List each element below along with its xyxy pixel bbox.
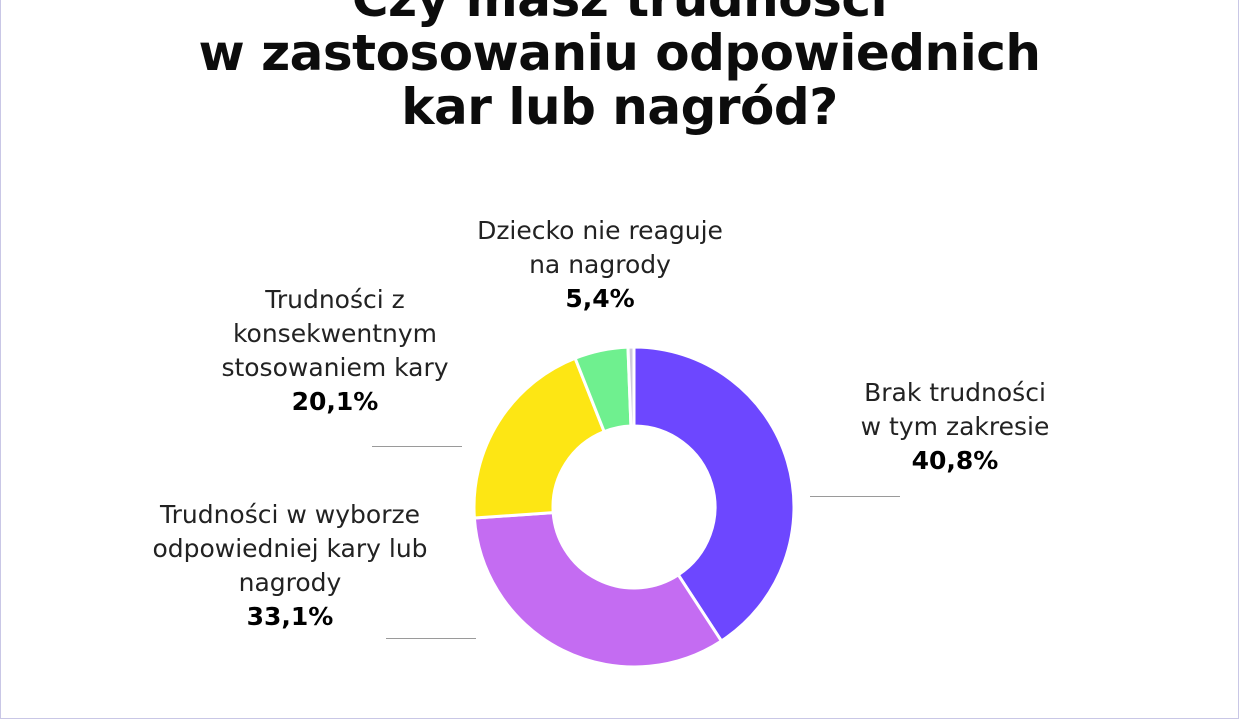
label-dziecko-line-1: Dziecko nie reaguje xyxy=(477,216,723,245)
label-wyborze: Trudności w wyborze odpowiedniej kary lu… xyxy=(130,498,450,634)
chart-title-line-2: w zastosowaniu odpowiednich xyxy=(198,24,1041,82)
label-dziecko-line-2: na nagrody xyxy=(529,250,671,279)
label-dziecko-value: 5,4% xyxy=(565,284,635,313)
label-wyborze-line-1: Trudności w wyborze xyxy=(160,500,420,529)
label-dziecko-nie-reaguje: Dziecko nie reaguje na nagrody 5,4% xyxy=(440,214,760,316)
chart-title-line-3: kar lub nagród? xyxy=(401,78,838,136)
donut-slice-2 xyxy=(472,356,607,520)
label-brak-line-1: Brak trudności xyxy=(864,378,1046,407)
label-konsekwentnym-line-1: Trudności z xyxy=(265,285,405,314)
label-wyborze-line-2: odpowiedniej kary lub xyxy=(152,534,428,563)
donut-slice-4 xyxy=(626,345,636,428)
leader-line-konsekwentnym xyxy=(372,446,462,447)
leader-line-wyborze xyxy=(386,638,476,639)
label-brak-line-2: w tym zakresie xyxy=(860,412,1050,441)
leader-line-brak xyxy=(810,496,900,497)
label-konsekwentnym-line-2: konsekwentnym xyxy=(232,319,438,348)
chart-title-line-1: Czy masz trudności xyxy=(0,0,1239,26)
label-konsekwentnym-line-3: stosowaniem kary xyxy=(221,353,449,382)
label-brak-value: 40,8% xyxy=(911,446,999,475)
donut-slice-0 xyxy=(632,345,796,644)
label-konsekwentnym: Trudności z konsekwentnym stosowaniem ka… xyxy=(185,283,485,419)
label-wyborze-line-3: nagrody xyxy=(238,568,342,597)
donut-slice-1 xyxy=(472,510,724,669)
label-konsekwentnym-value: 20,1% xyxy=(291,387,379,416)
label-brak-trudnosci: Brak trudności w tym zakresie 40,8% xyxy=(810,376,1100,478)
label-wyborze-value: 33,1% xyxy=(246,602,334,631)
chart-title: Czy masz trudności w zastosowaniu odpowi… xyxy=(0,0,1239,134)
